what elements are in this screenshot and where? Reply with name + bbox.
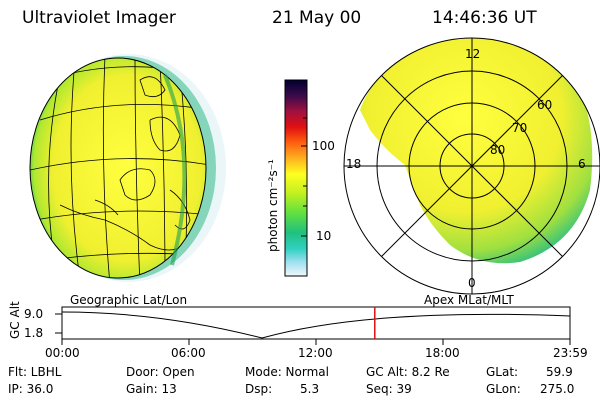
glon-value: 275.0 <box>540 382 575 396</box>
instrument-title: Ultraviolet Imager <box>22 8 176 28</box>
timeline-x-tick: 06:00 <box>171 346 206 360</box>
colorbar-unit-label: photon cm⁻²s⁻¹ <box>266 159 280 252</box>
timeline-x-tick: 23:59 <box>553 346 588 360</box>
dsp-value: 5.3 <box>300 382 320 396</box>
mlt-label-0: 0 <box>468 276 476 290</box>
polar-grid <box>343 37 600 295</box>
mlt-label-6: 6 <box>578 157 586 171</box>
timeline-y-tick-bottom: 1.8 <box>24 326 44 340</box>
geographic-image <box>29 54 226 282</box>
timeline-axis-title: GC Alt <box>8 301 22 339</box>
colorbar-tick-100: 100 <box>312 139 335 153</box>
polar-image <box>343 37 600 295</box>
time-label: 14:46:36 UT <box>432 8 537 28</box>
lat-label-80: 80 <box>490 143 506 157</box>
colorbar-tick-10: 10 <box>316 229 332 243</box>
color-scale-bar <box>284 79 308 277</box>
mlt-label-12: 12 <box>465 47 481 61</box>
geographic-panel-label: Geographic Lat/Lon <box>70 293 188 307</box>
glat-value: 59.9 <box>546 365 573 379</box>
filter-label: Flt: LBHL <box>8 365 62 379</box>
glat-label: GLat: <box>486 365 519 379</box>
altitude-timeline <box>55 306 571 345</box>
mlt-label-18: 18 <box>346 157 362 171</box>
mode-label: Mode: Normal <box>245 365 329 379</box>
timeline-x-tick: 18:00 <box>425 346 460 360</box>
gc-alt-label: GC Alt: 8.2 Re <box>366 365 450 379</box>
lat-label-70: 70 <box>512 121 528 135</box>
seq-label: Seq: 39 <box>366 382 412 396</box>
date-label: 21 May 00 <box>272 8 362 28</box>
timeline-y-tick-top: 9.0 <box>24 307 44 321</box>
glon-label: GLon: <box>486 382 521 396</box>
lat-label-60: 60 <box>537 98 553 112</box>
timeline-x-tick: 12:00 <box>298 346 333 360</box>
dsp-label: Dsp: <box>245 382 273 396</box>
gain-label: Gain: 13 <box>126 382 177 396</box>
polar-panel-label: Apex MLat/MLT <box>424 293 514 307</box>
door-status: Door: Open <box>126 365 195 379</box>
ip-label: IP: 36.0 <box>8 382 54 396</box>
timeline-x-tick: 00:00 <box>45 346 80 360</box>
